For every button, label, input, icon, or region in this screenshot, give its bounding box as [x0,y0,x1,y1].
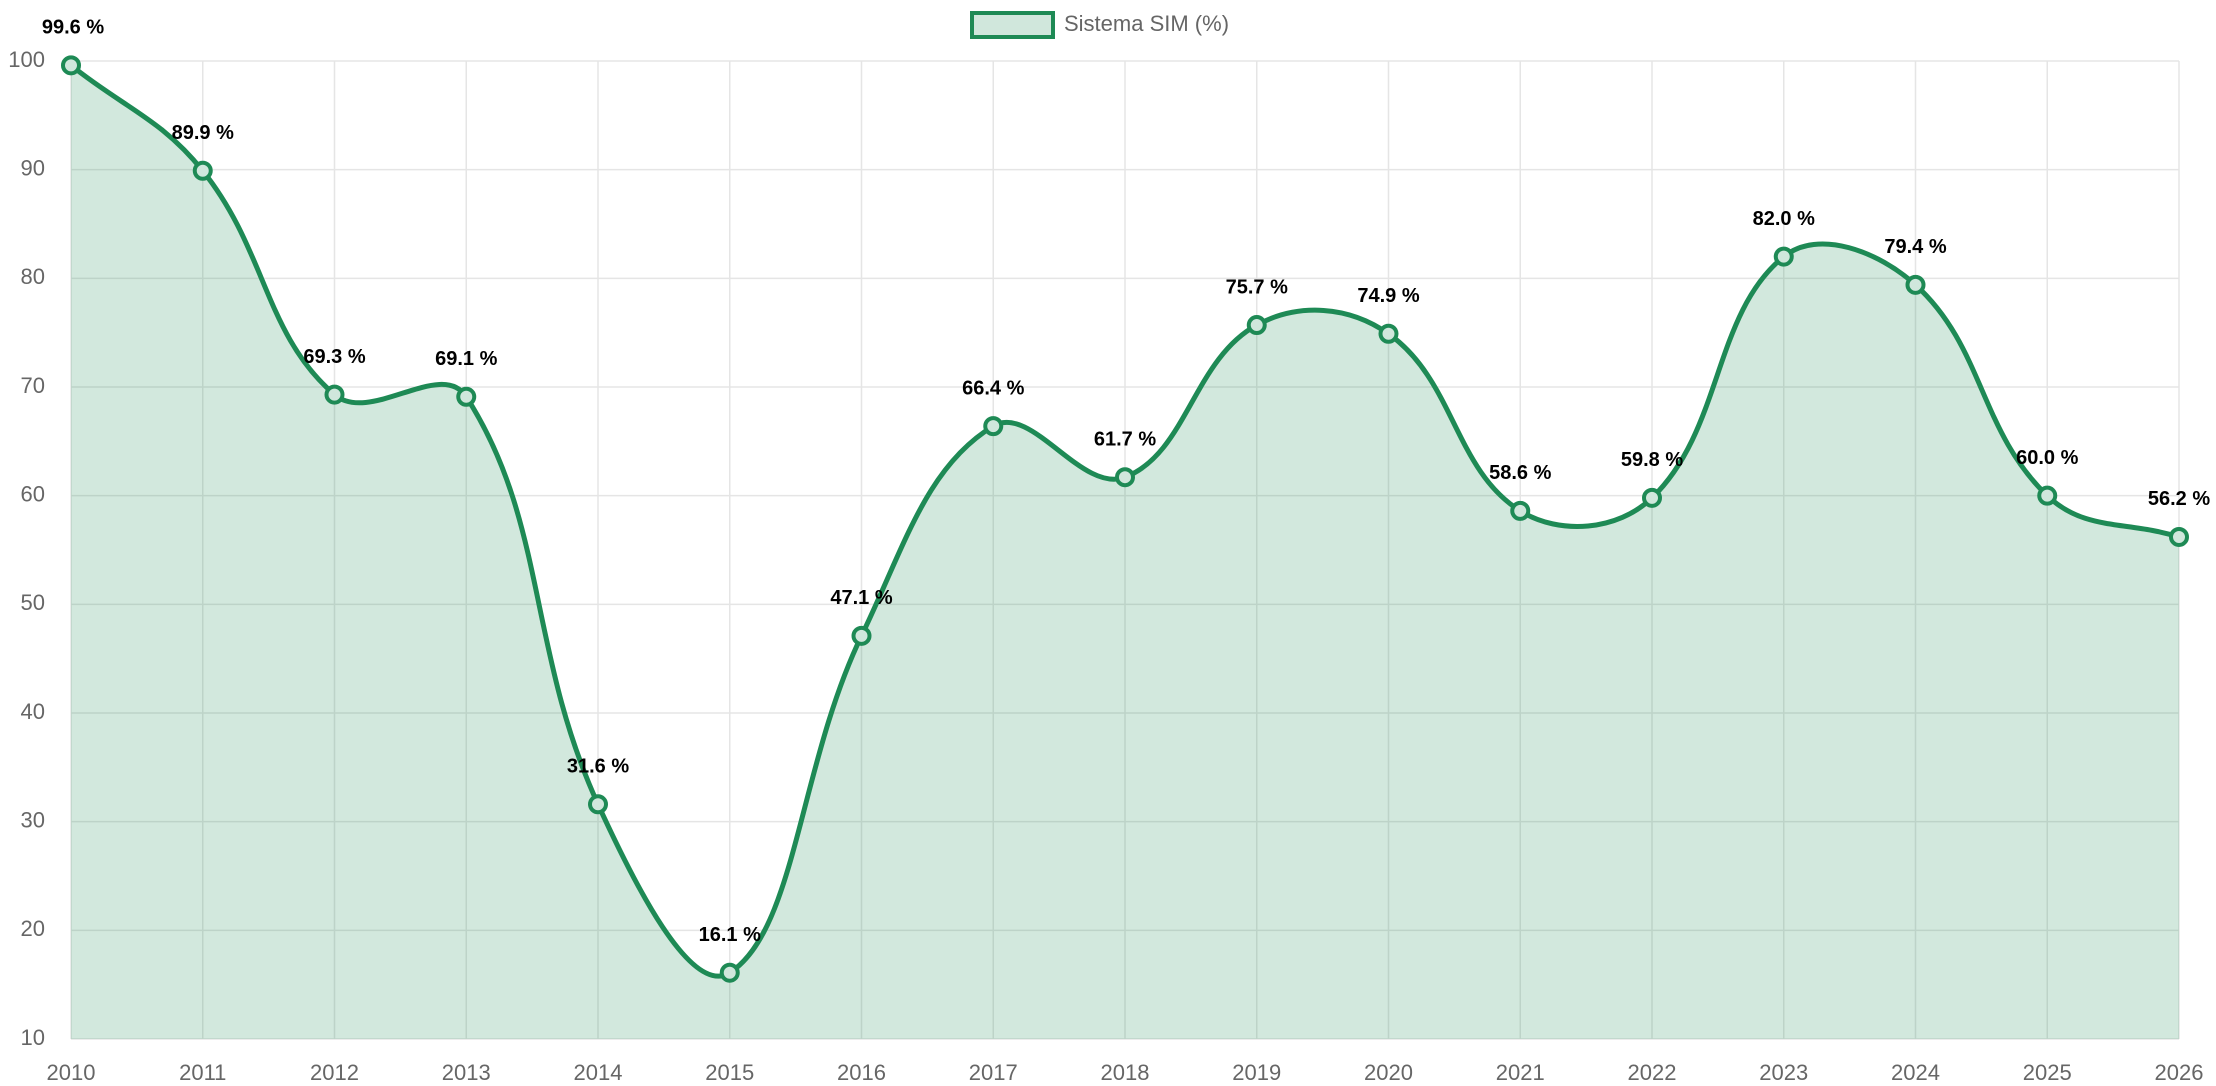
data-label: 79.4 % [1884,236,1946,258]
x-tick-label: 2021 [1496,1060,1545,1085]
point [61,55,81,76]
x-tick-label: 2015 [705,1060,754,1085]
y-tick-label: 50 [21,590,45,615]
x-tick-label: 2016 [837,1060,886,1085]
point [2037,485,2058,506]
x-tick-label: 2026 [2155,1060,2204,1085]
legend-swatch[interactable] [970,11,1055,39]
x-tick-label: 2011 [179,1060,226,1085]
point [456,386,477,407]
data-label: 56.2 % [2148,488,2210,510]
x-tick-label: 2012 [310,1060,359,1085]
data-label: 82.0 % [1753,208,1815,230]
legend-label[interactable]: Sistema SIM (%) [1064,11,1229,36]
data-label: 66.4 % [962,377,1024,399]
x-tick-label: 2023 [1759,1060,1808,1085]
y-tick-label: 60 [21,481,45,506]
point [851,625,872,646]
data-label: 99.6 % [42,17,104,39]
point [2169,526,2189,547]
y-tick-label: 10 [21,1025,45,1050]
data-label: 16.1 % [699,924,761,946]
y-tick-label: 40 [21,699,45,724]
x-tick-label: 2019 [1232,1060,1281,1085]
data-label: 31.6 % [567,756,629,778]
y-tick-label: 70 [21,373,45,398]
point [324,384,345,405]
data-label: 59.8 % [1621,449,1683,471]
area [71,65,2179,1039]
data-label: 89.9 % [172,122,234,144]
data-label: 61.7 % [1094,428,1156,450]
data-label: 58.6 % [1489,462,1551,484]
y-tick-label: 90 [21,155,45,180]
y-tick-label: 20 [21,916,45,941]
point [192,160,213,181]
x-tick-label: 2018 [1101,1060,1150,1085]
y-tick-label: 30 [21,807,45,832]
point [983,416,1004,437]
x-tick-label: 2010 [47,1060,96,1085]
point [1905,274,1926,295]
point [1642,487,1662,508]
x-tick-label: 2017 [969,1060,1018,1085]
x-tick-label: 2020 [1364,1060,1413,1085]
point [1115,467,1135,488]
x-tick-label: 2014 [574,1060,623,1085]
point [719,962,740,983]
data-label: 60.0 % [2016,447,2078,469]
point [588,794,608,815]
point [1773,246,1794,267]
x-tick-label: 2024 [1891,1060,1940,1085]
y-tick-label: 100 [8,47,45,72]
x-tick-label: 2013 [442,1060,491,1085]
x-tick-label: 2025 [2023,1060,2072,1085]
data-label: 74.9 % [1357,285,1419,307]
point [1246,315,1267,336]
data-label: 69.3 % [303,346,365,368]
data-label: 69.1 % [435,348,497,370]
point [1510,500,1531,521]
point [1378,323,1399,344]
x-tick-label: 2022 [1628,1060,1677,1085]
y-tick-label: 80 [21,264,45,289]
data-label: 75.7 % [1226,276,1288,298]
data-label: 47.1 % [830,587,892,609]
